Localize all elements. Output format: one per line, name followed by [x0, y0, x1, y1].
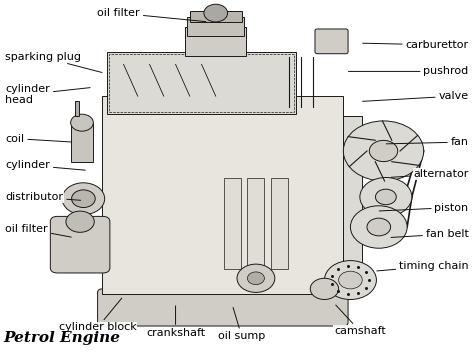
Circle shape: [360, 178, 412, 217]
Text: coil: coil: [5, 133, 71, 144]
FancyBboxPatch shape: [50, 217, 110, 273]
Circle shape: [375, 189, 396, 205]
Text: cylinder
head: cylinder head: [5, 83, 90, 105]
Circle shape: [310, 278, 338, 300]
Text: crankshaft: crankshaft: [146, 306, 205, 338]
Circle shape: [367, 218, 391, 236]
Circle shape: [369, 140, 398, 162]
Bar: [187, 17, 244, 36]
FancyBboxPatch shape: [315, 29, 348, 54]
Text: valve: valve: [363, 91, 469, 101]
Circle shape: [343, 121, 424, 181]
Text: oil filter: oil filter: [98, 8, 206, 22]
Circle shape: [247, 272, 264, 285]
Bar: [71, 123, 93, 162]
Bar: [224, 178, 241, 269]
Bar: [185, 27, 246, 55]
Circle shape: [204, 4, 228, 22]
Text: alternator: alternator: [391, 169, 469, 179]
Text: oil filter: oil filter: [5, 224, 71, 237]
Text: pushrod: pushrod: [348, 66, 469, 76]
Text: fan belt: fan belt: [391, 229, 469, 239]
Text: cylinder: cylinder: [5, 160, 85, 170]
Bar: [107, 52, 296, 114]
Text: camshaft: camshaft: [334, 305, 386, 336]
FancyBboxPatch shape: [98, 289, 348, 326]
Bar: [75, 102, 79, 116]
Circle shape: [237, 264, 275, 293]
Text: distributor: distributor: [5, 192, 81, 202]
Bar: [102, 96, 343, 294]
Text: piston: piston: [379, 203, 469, 213]
Polygon shape: [102, 294, 343, 308]
Text: carburettor: carburettor: [363, 40, 469, 50]
Text: fan: fan: [386, 137, 469, 147]
Circle shape: [350, 206, 407, 248]
Bar: [271, 178, 288, 269]
Text: Petrol Engine: Petrol Engine: [3, 332, 120, 345]
Circle shape: [66, 211, 94, 232]
Circle shape: [324, 261, 376, 300]
Bar: [109, 54, 294, 112]
Bar: [343, 116, 362, 293]
Text: cylinder block: cylinder block: [59, 298, 137, 333]
Text: timing chain: timing chain: [377, 261, 469, 271]
Circle shape: [338, 271, 362, 289]
Text: oil sump: oil sump: [218, 307, 265, 341]
Circle shape: [62, 183, 105, 215]
Bar: [247, 178, 264, 269]
Circle shape: [72, 190, 95, 208]
Bar: [190, 11, 242, 22]
Text: sparking plug: sparking plug: [5, 52, 102, 72]
Circle shape: [71, 114, 93, 131]
